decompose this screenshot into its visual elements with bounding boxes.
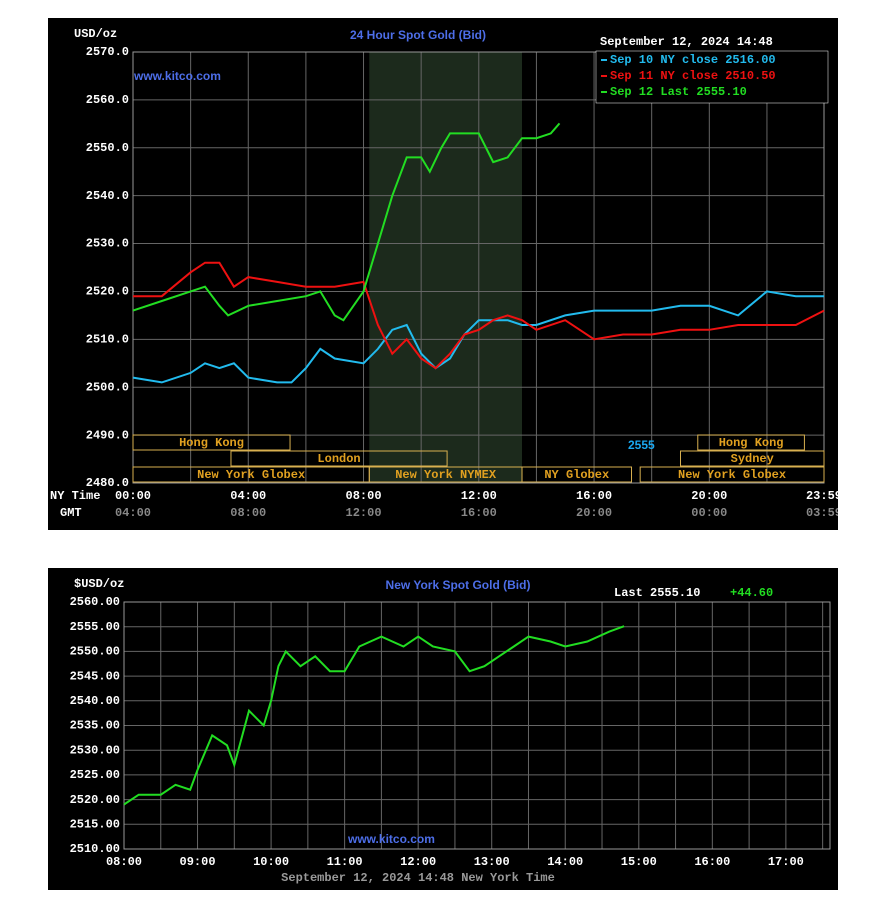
x-tick-label: 14:00 (547, 855, 583, 869)
x-tick-label: 16:00 (694, 855, 730, 869)
y-tick-label: 2530.00 (70, 743, 120, 757)
x-tick-label: 11:00 (327, 855, 363, 869)
chart-title: New York Spot Gold (Bid) (386, 578, 531, 592)
x-tick-label: 10:00 (253, 855, 289, 869)
session-label: New York Globex (678, 468, 786, 482)
y-axis-label: USD/oz (74, 27, 117, 41)
last-price: +44.60 (730, 586, 773, 600)
chart-title: 24 Hour Spot Gold (Bid) (350, 28, 486, 42)
x-tick-label: 04:00 (230, 489, 266, 503)
y-tick-label: 2545.00 (70, 669, 120, 683)
chart-ny: 08:00 09:00 10:00 11:00 12:00 13:00 14:00 15:00… (48, 568, 838, 890)
legend-label: Sep 10 NY close 2516.00 (610, 53, 776, 67)
x-tick-label: 16:00 (576, 489, 612, 503)
session-bar (132, 434, 291, 451)
y-tick-label: 2530.0 (86, 237, 129, 251)
y-tick-label: 2535.00 (70, 719, 120, 733)
x2-tick-label: 08:00 (230, 506, 266, 520)
shaded-region (369, 52, 523, 483)
session-bar (230, 450, 448, 467)
session-label: New York Globex (197, 468, 305, 482)
session-label: Sydney (731, 452, 774, 466)
x-tick-label: 08:00 (346, 489, 382, 503)
date-label: September 12, 2024 14:48 (600, 35, 773, 49)
x-axis-label: NY Time (50, 489, 100, 503)
legend-box (595, 50, 829, 104)
session-bar (697, 434, 805, 451)
x-axis-label: September 12, 2024 14:48 New York Time (281, 871, 555, 885)
session-label: NY Globex (544, 468, 609, 482)
y-tick-label: 2555.00 (70, 620, 120, 634)
session-bar (679, 450, 825, 467)
x-tick-label: 15:00 (621, 855, 657, 869)
y-tick-label: 2560.0 (86, 93, 129, 107)
x2-axis-label: GMT (60, 506, 82, 520)
chart-24h: 00:00 04:00 04:00 08:00 08:00 12:00 12:00 16:00… (48, 18, 838, 530)
x-tick-label: 12:00 (461, 489, 497, 503)
y-tick-label: 2540.00 (70, 694, 120, 708)
y-tick-label: 2500.0 (86, 380, 129, 394)
y-tick-label: 2520.0 (86, 285, 129, 299)
session-label: London (317, 452, 360, 466)
x2-tick-label: 16:00 (461, 506, 497, 520)
y-tick-label: 2490.0 (86, 428, 129, 442)
series-line (133, 261, 825, 370)
plot-frame (123, 601, 831, 850)
watermark: www.kitco.com (133, 69, 221, 83)
series-line (123, 625, 625, 806)
x-tick-label: 00:00 (115, 489, 151, 503)
y-tick-label: 2480.0 (86, 476, 129, 490)
big-price: 2555 (628, 438, 655, 452)
legend-label: Sep 12 Last 2555.10 (610, 85, 747, 99)
x-tick-label: 13:00 (474, 855, 510, 869)
y-tick-label: 2550.00 (70, 645, 120, 659)
y-tick-label: 2510.0 (86, 333, 129, 347)
y-tick-label: 2510.00 (70, 842, 120, 856)
last-price: Last 2555.10 (614, 586, 700, 600)
session-label: Hong Kong (719, 436, 784, 450)
y-tick-label: 2525.00 (70, 768, 120, 782)
y-tick-label: 2515.00 (70, 817, 120, 831)
x-tick-label: 08:00 (106, 855, 142, 869)
series-line (132, 122, 561, 322)
x-tick-label: 12:00 (400, 855, 436, 869)
x2-tick-label: 03:59 (806, 506, 838, 520)
y-tick-label: 2520.00 (70, 793, 120, 807)
x-tick-label: 17:00 (768, 855, 804, 869)
x-tick-label: 09:00 (180, 855, 216, 869)
x2-tick-label: 12:00 (346, 506, 382, 520)
x-tick-label: 23:59 (806, 489, 838, 503)
y-tick-label: 2570.0 (86, 45, 129, 59)
x2-tick-label: 20:00 (576, 506, 612, 520)
session-bar (521, 466, 633, 483)
watermark: www.kitco.com (347, 832, 435, 846)
background (48, 568, 838, 890)
session-label: Hong Kong (179, 436, 244, 450)
session-bar (639, 466, 825, 483)
session-label: New York NYMEX (395, 468, 497, 482)
x2-tick-label: 04:00 (115, 506, 151, 520)
y-tick-label: 2560.00 (70, 595, 120, 609)
x2-tick-label: 00:00 (691, 506, 727, 520)
legend-label: Sep 11 NY close 2510.50 (610, 69, 776, 83)
y-axis-label: $USD/oz (74, 577, 124, 591)
y-tick-label: 2540.0 (86, 189, 129, 203)
x-tick-label: 20:00 (691, 489, 727, 503)
plot-frame (132, 51, 825, 484)
y-tick-label: 2550.0 (86, 141, 129, 155)
